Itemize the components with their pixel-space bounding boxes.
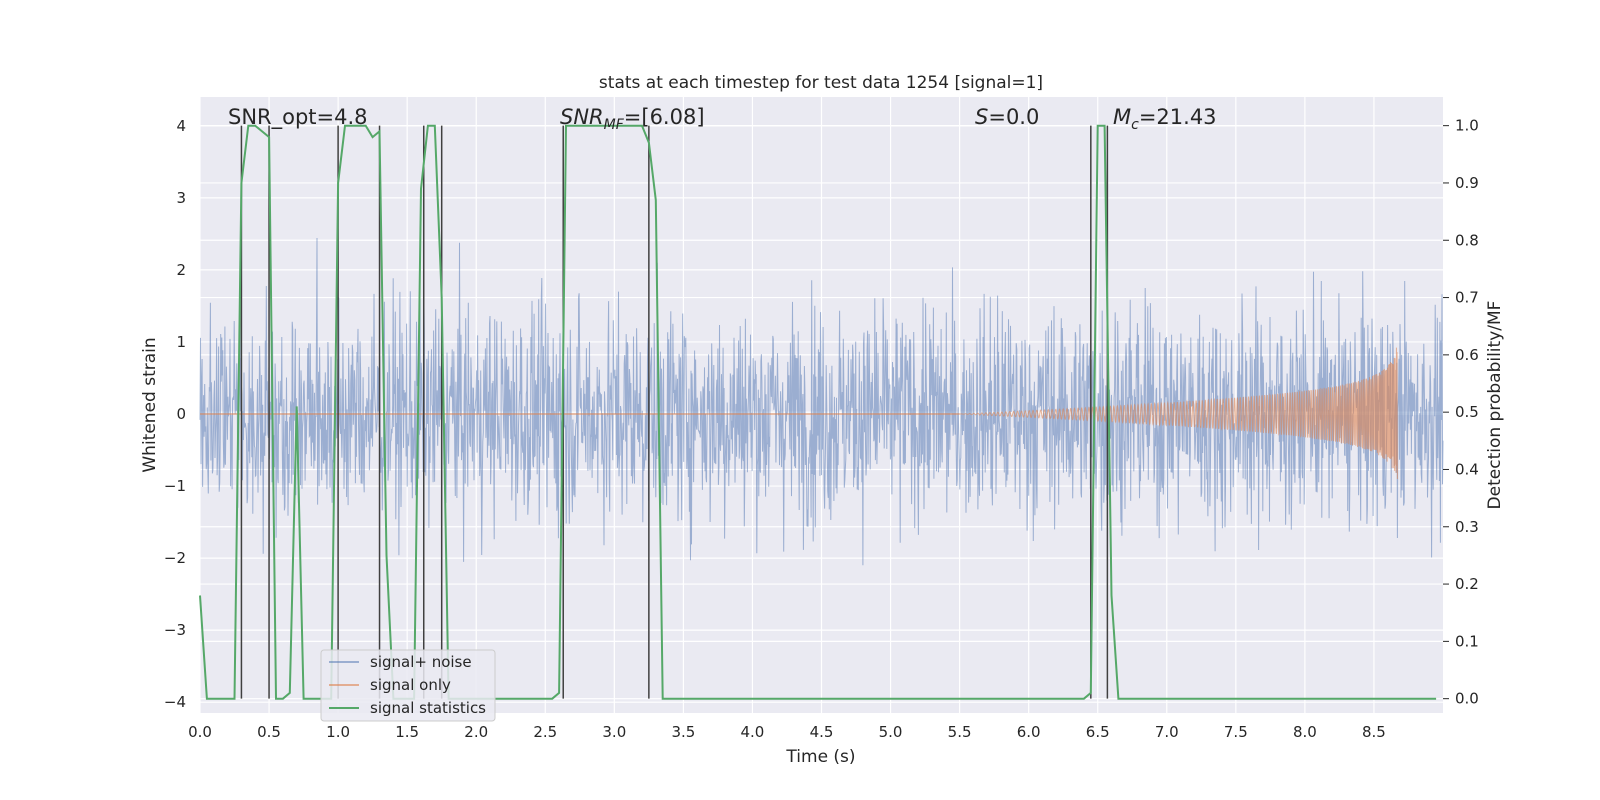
x-axis-label: Time (s) bbox=[785, 747, 855, 767]
annotation-mc: Mc=21.43 bbox=[1113, 105, 1217, 133]
legend-label-signal: signal only bbox=[370, 676, 451, 694]
snr-mf-value: =[6.08] bbox=[624, 105, 705, 129]
y-left-tick-label: −1 bbox=[164, 477, 186, 495]
x-tick-label: 2.5 bbox=[533, 723, 557, 741]
mc-value: =21.43 bbox=[1139, 105, 1217, 129]
y-left-tick-label: 4 bbox=[176, 117, 186, 135]
y-right-tick-label: 0.4 bbox=[1455, 460, 1479, 478]
snr-mf-subscript: MF bbox=[604, 117, 625, 133]
signal-only-chirp bbox=[959, 347, 1398, 479]
y-right-tick-label: 0.6 bbox=[1455, 346, 1479, 364]
y-right-tick-label: 0.0 bbox=[1455, 690, 1479, 708]
x-tick-label: 1.5 bbox=[395, 723, 419, 741]
signal-noise-series bbox=[199, 237, 1444, 566]
y-axis-left-label: Whitened strain bbox=[140, 337, 160, 472]
y-axis-right-label: Detection probability/MF bbox=[1485, 301, 1505, 510]
x-tick-label: 2.0 bbox=[464, 723, 488, 741]
x-tick-label: 4.5 bbox=[810, 723, 834, 741]
x-tick-label: 6.5 bbox=[1086, 723, 1110, 741]
annotation-s: S=0.0 bbox=[975, 105, 1039, 129]
grid-layer bbox=[199, 97, 1443, 713]
legend-label-stats: signal statistics bbox=[370, 699, 486, 717]
y-left-tick-label: −3 bbox=[164, 621, 186, 639]
y-left-tick-label: −4 bbox=[164, 693, 186, 711]
signal-noise-line bbox=[199, 237, 1444, 566]
y-left-tick-label: 1 bbox=[176, 333, 186, 351]
y-right-tick-label: 0.7 bbox=[1455, 289, 1479, 307]
legend-label-noise: signal+ noise bbox=[370, 653, 472, 671]
x-tick-label: 1.0 bbox=[326, 723, 350, 741]
x-tick-label: 5.0 bbox=[879, 723, 903, 741]
signal-only-series bbox=[200, 347, 1398, 479]
y-right-tick-label: 0.1 bbox=[1455, 632, 1479, 650]
y-left-tick-label: 3 bbox=[176, 189, 186, 207]
s-value: =0.0 bbox=[988, 105, 1039, 129]
y-right-tick-label: 0.9 bbox=[1455, 174, 1479, 192]
legend: signal+ noise signal only signal statist… bbox=[320, 649, 496, 722]
chart-title: stats at each timestep for test data 125… bbox=[599, 73, 1043, 93]
x-tick-label: 7.5 bbox=[1224, 723, 1248, 741]
x-tick-label: 8.0 bbox=[1293, 723, 1317, 741]
x-tick-label: 3.0 bbox=[602, 723, 626, 741]
y-right-tick-label: 0.3 bbox=[1455, 518, 1479, 536]
x-tick-label: 6.0 bbox=[1017, 723, 1041, 741]
mc-subscript: c bbox=[1131, 117, 1139, 133]
y-left-tick-label: 0 bbox=[176, 405, 186, 423]
y-right-tick-label: 0.2 bbox=[1455, 575, 1479, 593]
tick-labels: 0.0 0.5 1.0 1.5 2.0 2.5 3.0 3.5 4.0 4.5 5.0 5.5 6.0 6… bbox=[164, 117, 1479, 741]
annotation-snr-mf: SNRMF=[6.08] bbox=[560, 105, 705, 133]
annotation-snr-opt: SNR_opt=4.8 bbox=[228, 105, 368, 130]
legend-frame bbox=[320, 649, 496, 722]
mc-label: M bbox=[1113, 105, 1131, 129]
x-tick-label: 8.5 bbox=[1362, 723, 1386, 741]
x-tick-label: 3.5 bbox=[671, 723, 695, 741]
y-right-tick-label: 0.8 bbox=[1455, 231, 1479, 249]
y-right-tick-label: 0.5 bbox=[1455, 403, 1479, 421]
s-label: S bbox=[975, 105, 988, 129]
x-tick-label: 5.5 bbox=[948, 723, 972, 741]
x-tick-label: 0.0 bbox=[188, 723, 212, 741]
y-right-tick-label: 1.0 bbox=[1455, 117, 1479, 135]
y-left-tick-label: 2 bbox=[176, 261, 186, 279]
snr-mf-label: SNR bbox=[560, 105, 604, 129]
x-tick-label: 0.5 bbox=[257, 723, 281, 741]
y-left-tick-label: −2 bbox=[164, 549, 186, 567]
x-tick-label: 7.0 bbox=[1155, 723, 1179, 741]
x-tick-label: 4.0 bbox=[741, 723, 765, 741]
